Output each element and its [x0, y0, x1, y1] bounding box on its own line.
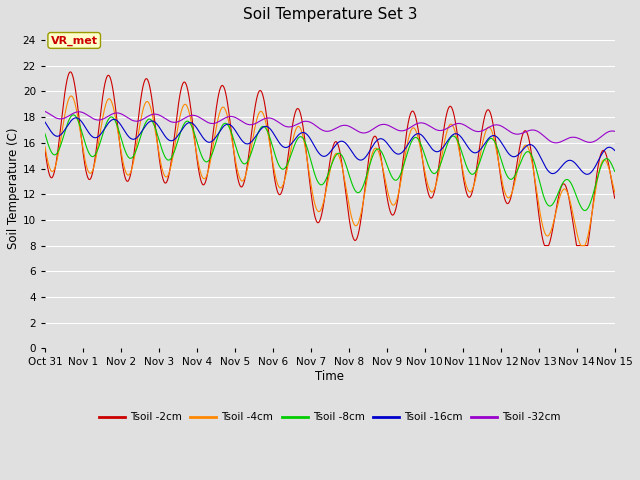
Legend: Tsoil -2cm, Tsoil -4cm, Tsoil -8cm, Tsoil -16cm, Tsoil -32cm: Tsoil -2cm, Tsoil -4cm, Tsoil -8cm, Tsoi…	[95, 408, 565, 426]
X-axis label: Time: Time	[316, 370, 344, 383]
Title: Soil Temperature Set 3: Soil Temperature Set 3	[243, 7, 417, 22]
Text: VR_met: VR_met	[51, 36, 98, 46]
Y-axis label: Soil Temperature (C): Soil Temperature (C)	[7, 127, 20, 249]
